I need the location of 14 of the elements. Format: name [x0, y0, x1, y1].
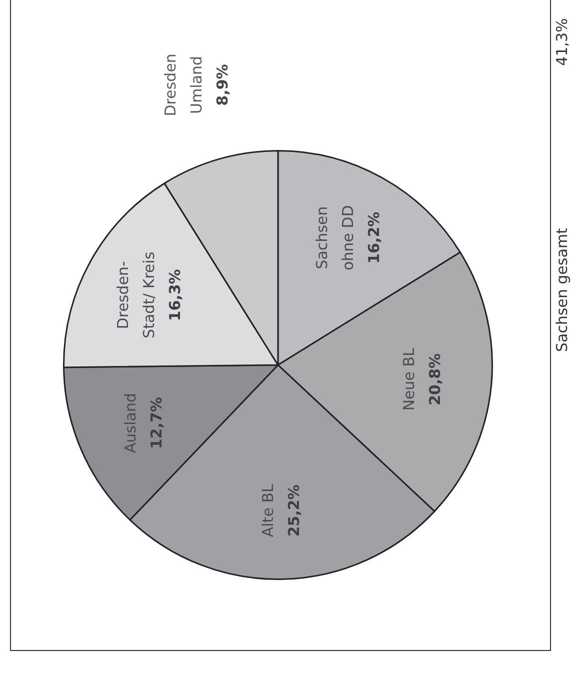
slice-label: Dresden Umland: [162, 54, 206, 116]
slice-label: Neue BL: [400, 347, 418, 411]
slice-label: Ausland: [121, 393, 140, 454]
slice-label: Alte BL: [259, 484, 278, 538]
slice-label: Sachsen ohne DD: [312, 205, 357, 270]
slice-label: Dresden- Stadt/ Kreis: [114, 252, 158, 338]
text: 41,3%: [552, 18, 571, 66]
data-label: 25,2%: [285, 484, 304, 537]
data-label: 20,8%: [426, 353, 444, 406]
text: Sachsen gesamt: [552, 228, 571, 352]
data-label: 12,7%: [147, 396, 166, 450]
data-label: 16,3%: [166, 269, 184, 322]
data-label: 16,2%: [364, 212, 383, 264]
data-label: 8,9%: [214, 64, 232, 106]
